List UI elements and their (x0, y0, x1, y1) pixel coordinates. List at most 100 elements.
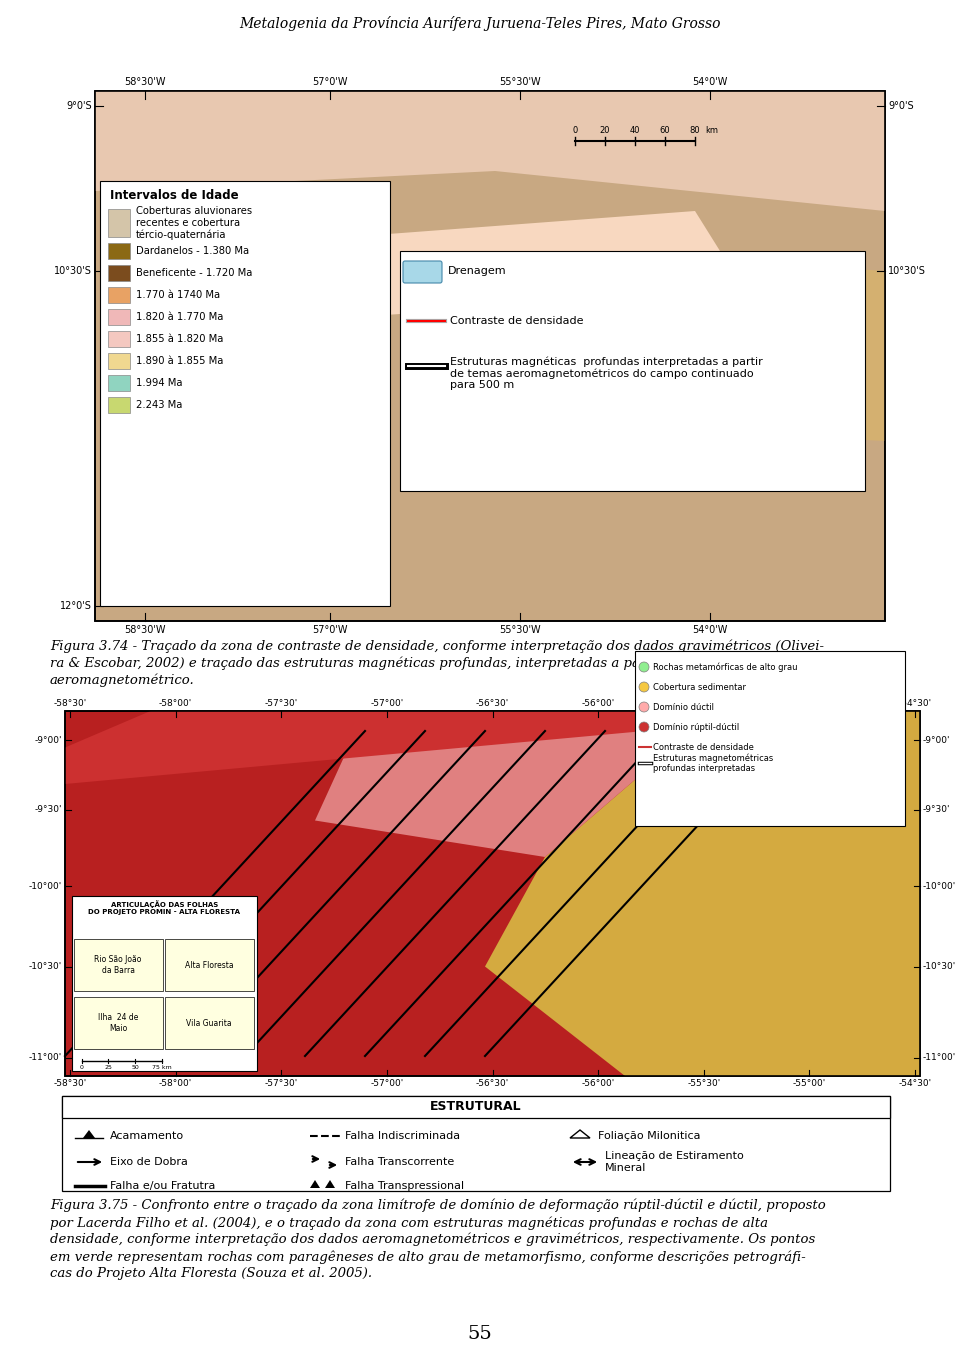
Bar (62, 1096, 890, 1117)
Text: -56°30': -56°30' (476, 700, 509, 708)
Bar (95, 91, 885, 621)
Text: Coberturas aluvionares
recentes e cobertura
tércio-quaternária: Coberturas aluvionares recentes e cobert… (136, 206, 252, 240)
Text: -9°00': -9°00' (923, 736, 950, 744)
Text: -58°00': -58°00' (159, 1079, 192, 1087)
Circle shape (639, 721, 649, 732)
Text: -55°00': -55°00' (793, 700, 826, 708)
Text: Metalogenia da Província Aurífera Juruena-Teles Pires, Mato Grosso: Metalogenia da Província Aurífera Juruen… (239, 16, 721, 31)
Text: 57°0'W: 57°0'W (312, 78, 348, 87)
Text: aeromagnetométrico.: aeromagnetométrico. (50, 672, 195, 686)
Text: 1.855 à 1.820 Ma: 1.855 à 1.820 Ma (136, 333, 224, 344)
Text: -9°00': -9°00' (35, 736, 62, 744)
Text: Drenagem: Drenagem (448, 265, 507, 276)
Bar (74, 939, 163, 991)
Text: 58°30'W: 58°30'W (124, 78, 166, 87)
Bar (108, 352, 130, 369)
Text: 9°0'S: 9°0'S (66, 101, 92, 112)
Text: em verde representam rochas com paragêneses de alto grau de metamorfismo, confor: em verde representam rochas com paragêne… (50, 1249, 805, 1263)
Bar (74, 998, 163, 1049)
Polygon shape (65, 710, 749, 784)
Text: por Lacerda Filho et al. (2004), e o traçado da zona com estruturas magnéticas p: por Lacerda Filho et al. (2004), e o tra… (50, 1215, 768, 1229)
Text: Cobertura sedimentar: Cobertura sedimentar (653, 682, 746, 691)
Text: Intervalos de Idade: Intervalos de Idade (110, 189, 239, 201)
Text: Estruturas magnéticas  profundas interpretadas a partir
de temas aeromagnetométr: Estruturas magnéticas profundas interpre… (450, 357, 763, 391)
Text: -9°30': -9°30' (35, 806, 62, 814)
Bar (165, 939, 254, 991)
Bar (100, 181, 390, 606)
Text: -55°00': -55°00' (793, 1079, 826, 1087)
Text: Ilha  24 de
Maio: Ilha 24 de Maio (98, 1014, 138, 1033)
Text: Falha Indiscriminada: Falha Indiscriminada (345, 1131, 460, 1141)
Text: Lineação de Estiramento
Mineral: Lineação de Estiramento Mineral (605, 1151, 744, 1173)
Text: 2.243 Ma: 2.243 Ma (136, 400, 182, 410)
Text: cas do Projeto Alta Floresta (Souza et al. 2005).: cas do Projeto Alta Floresta (Souza et a… (50, 1267, 372, 1279)
Text: Acamamento: Acamamento (110, 1131, 184, 1141)
Text: Foliação Milonitica: Foliação Milonitica (598, 1131, 701, 1141)
Text: Figura 3.74 - Traçado da zona de contraste de densidade, conforme interpretação : Figura 3.74 - Traçado da zona de contras… (50, 640, 824, 652)
Text: 80: 80 (689, 127, 700, 135)
Text: 1.994 Ma: 1.994 Ma (136, 378, 182, 388)
Text: Alta Floresta: Alta Floresta (184, 961, 233, 969)
Text: -10°30': -10°30' (923, 962, 956, 970)
Text: 10°30'S: 10°30'S (888, 265, 925, 276)
Text: Beneficente - 1.720 Ma: Beneficente - 1.720 Ma (136, 268, 252, 278)
Polygon shape (95, 91, 885, 211)
Polygon shape (295, 211, 745, 321)
Text: -56°30': -56°30' (476, 1079, 509, 1087)
Text: 60: 60 (660, 127, 670, 135)
Text: Contraste de densidade: Contraste de densidade (653, 743, 754, 751)
Text: -57°00': -57°00' (371, 700, 403, 708)
Text: -56°00': -56°00' (582, 1079, 614, 1087)
Bar (108, 309, 130, 325)
Bar (635, 651, 905, 826)
Text: -54°30': -54°30' (899, 1079, 931, 1087)
Text: 55°30'W: 55°30'W (499, 78, 540, 87)
Text: 1.820 à 1.770 Ma: 1.820 à 1.770 Ma (136, 312, 224, 323)
Bar (108, 287, 130, 304)
Text: 54°0'W: 54°0'W (692, 78, 728, 87)
Text: -58°30': -58°30' (54, 700, 86, 708)
Text: 75 km: 75 km (152, 1066, 172, 1070)
Text: -10°00': -10°00' (29, 882, 62, 890)
Polygon shape (445, 241, 885, 441)
Polygon shape (315, 710, 715, 857)
FancyBboxPatch shape (403, 261, 442, 283)
Text: Rio São João
da Barra: Rio São João da Barra (94, 955, 142, 974)
Bar (65, 710, 920, 1077)
Text: 50: 50 (132, 1066, 139, 1070)
Text: Estruturas magnetométricas
profundas interpretadas: Estruturas magnetométricas profundas int… (653, 753, 773, 773)
Text: -57°00': -57°00' (371, 1079, 403, 1087)
Bar (108, 265, 130, 280)
Text: -11°00': -11°00' (923, 1053, 956, 1062)
Text: -56°00': -56°00' (582, 700, 614, 708)
Text: ESTRUTURAL: ESTRUTURAL (430, 1101, 522, 1113)
Text: densidade, conforme interpretação dos dados aeromagnetométricos e gravimétricos,: densidade, conforme interpretação dos da… (50, 1233, 815, 1247)
Text: Falha Transcorrente: Falha Transcorrente (345, 1157, 454, 1166)
Text: 10°30'S: 10°30'S (54, 265, 92, 276)
Bar (165, 998, 254, 1049)
Text: -55°30': -55°30' (687, 1079, 720, 1087)
Text: 12°0'S: 12°0'S (60, 602, 92, 611)
Circle shape (639, 702, 649, 712)
Circle shape (639, 682, 649, 691)
Text: Falha e/ou Fratutra: Falha e/ou Fratutra (110, 1181, 215, 1191)
Bar (62, 1096, 890, 1191)
Bar (400, 250, 865, 491)
Text: 55°30'W: 55°30'W (499, 625, 540, 636)
Text: Vila Guarita: Vila Guarita (186, 1018, 231, 1028)
Polygon shape (325, 1180, 335, 1188)
Bar (65, 710, 920, 1077)
Text: -54°30': -54°30' (899, 700, 931, 708)
Text: 40: 40 (630, 127, 640, 135)
Circle shape (639, 661, 649, 672)
Bar (108, 376, 130, 391)
Text: -55°30': -55°30' (687, 700, 720, 708)
Text: 1.770 à 1740 Ma: 1.770 à 1740 Ma (136, 290, 220, 299)
Text: Domínio rúptil-dúctil: Domínio rúptil-dúctil (653, 723, 739, 731)
Text: 55: 55 (468, 1326, 492, 1343)
Text: -11°00': -11°00' (29, 1053, 62, 1062)
Text: -9°30': -9°30' (923, 806, 950, 814)
Text: -58°00': -58°00' (159, 700, 192, 708)
Bar (108, 331, 130, 347)
Bar (95, 91, 885, 621)
